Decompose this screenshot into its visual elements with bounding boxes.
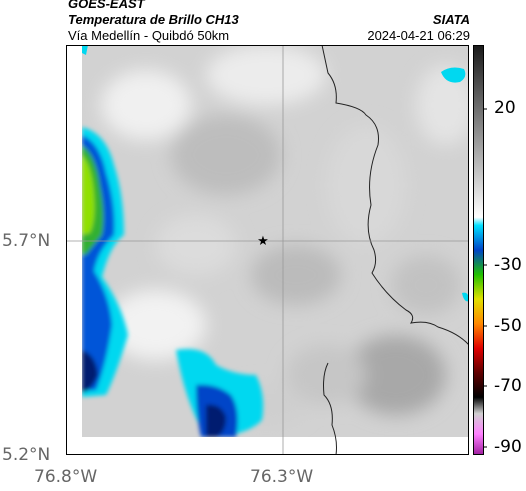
lon-tick-label: 76.3°W — [250, 467, 314, 487]
colorbar-label: -90 — [494, 437, 522, 457]
star-icon: ★ — [257, 234, 269, 249]
colorbar — [473, 45, 487, 455]
cold-cloud-patch — [441, 67, 466, 83]
route-subtitle: Vía Medellín - Quibdó 50km — [68, 28, 230, 43]
colorbar-label: -30 — [494, 255, 522, 275]
satellite-map[interactable]: ★ — [66, 45, 469, 455]
convective-cells — [82, 127, 264, 437]
colorbar-label: -70 — [494, 376, 522, 396]
colorbar-label: 20 — [494, 98, 516, 118]
product-title: Temperatura de Brillo CH13 — [68, 12, 239, 27]
map-frame — [66, 45, 469, 455]
satellite-label: GOES-EAST — [68, 0, 145, 11]
cold-cloud-patch — [462, 292, 469, 302]
lat-tick-label: 5.7°N — [2, 231, 51, 251]
datetime-label: 2024-04-21 06:29 — [367, 28, 470, 43]
cold-cloud-patch — [82, 45, 88, 55]
lat-tick-label: 5.2°N — [2, 445, 51, 465]
colorbar-label: -50 — [494, 316, 522, 336]
source-label: SIATA — [432, 12, 470, 27]
lon-tick-label: 76.8°W — [34, 467, 98, 487]
department-border — [323, 362, 337, 455]
colorbar-scale — [473, 45, 484, 455]
department-border — [321, 45, 469, 346]
